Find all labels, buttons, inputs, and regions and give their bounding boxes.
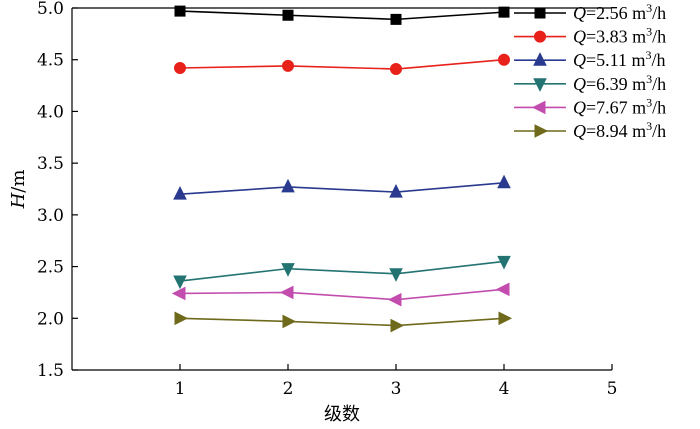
legend-entry: Q=5.11 m3/h (514, 48, 666, 70)
data-point (281, 178, 295, 193)
series-line (179, 181, 505, 195)
y-tick-label: 2.5 (37, 258, 64, 278)
data-point (390, 318, 405, 333)
legend-marker (534, 30, 546, 43)
legend-marker (534, 7, 546, 19)
data-point (282, 9, 294, 21)
legend-label: Q=6.39 m3/h (573, 72, 666, 94)
data-point (174, 311, 189, 326)
y-axis-label-symbol: H (8, 192, 29, 209)
data-point (390, 13, 402, 25)
x-tick-label: 3 (391, 379, 402, 399)
series-3 (173, 174, 511, 200)
y-tick-label: 3.0 (37, 206, 64, 226)
y-tick-label: 1.5 (37, 361, 64, 381)
data-point (282, 59, 294, 72)
legend-marker (531, 100, 546, 115)
legend-label: Q=3.83 m3/h (573, 25, 666, 47)
series-line (179, 317, 505, 327)
series-5 (171, 282, 510, 307)
data-point (497, 255, 511, 270)
legend-marker (534, 124, 549, 138)
y-tick-label: 2.0 (37, 309, 64, 329)
legend-entry: Q=7.67 m3/h (514, 95, 666, 117)
series-line (179, 58, 505, 70)
data-point (173, 186, 187, 200)
legend-entry: Q=6.39 m3/h (514, 72, 666, 94)
y-axis-label: H/m (8, 170, 29, 210)
series-4 (173, 255, 511, 290)
legend-marker (533, 78, 547, 92)
data-point (281, 263, 295, 277)
legend: Q=2.56 m3/hQ=3.83 m3/hQ=5.11 m3/hQ=6.39 … (514, 1, 666, 141)
data-point (497, 174, 511, 189)
legend-label: Q=8.94 m3/h (573, 119, 666, 141)
series-1 (174, 5, 510, 25)
legend-label: Q=5.11 m3/h (573, 48, 666, 70)
series-line (179, 288, 505, 301)
data-point (389, 183, 403, 198)
axes: 1.5 2.0 2.5 3.0 3.5 4.0 4.5 5.0 1 2 3 4 5 (37, 0, 617, 399)
y-tick-label: 4.0 (37, 102, 64, 122)
data-point (390, 63, 402, 76)
data-point (173, 275, 187, 290)
x-tick-label: 2 (283, 379, 294, 399)
series-line (179, 260, 505, 282)
x-tick-label: 4 (499, 379, 510, 399)
y-tick-label: 3.5 (37, 154, 64, 174)
data-point (171, 286, 186, 301)
data-point (498, 53, 510, 66)
x-tick-label: 5 (607, 379, 618, 399)
y-axis-label-unit: /m (8, 170, 29, 193)
series-layer (171, 5, 513, 333)
data-point (495, 282, 510, 297)
data-point (498, 311, 513, 326)
data-point (389, 268, 403, 282)
y-tick-label: 5.0 (37, 0, 64, 19)
data-point (174, 61, 186, 74)
legend-entry: Q=8.94 m3/h (514, 119, 666, 141)
series-line (179, 10, 505, 21)
legend-marker (533, 52, 547, 66)
legend-label: Q=2.56 m3/h (573, 1, 666, 23)
legend-label: Q=7.67 m3/h (573, 95, 666, 117)
data-point (282, 314, 297, 329)
series-6 (174, 311, 513, 333)
data-point (498, 6, 510, 18)
series-2 (174, 53, 510, 76)
data-point (387, 292, 402, 307)
y-tick-label: 4.5 (37, 51, 64, 71)
legend-entry: Q=2.56 m3/h (514, 1, 666, 23)
x-tick-label: 1 (175, 379, 186, 399)
legend-entry: Q=3.83 m3/h (514, 25, 666, 47)
data-point (174, 5, 186, 17)
x-axis-label: 级数 (324, 404, 360, 425)
data-point (279, 285, 294, 300)
